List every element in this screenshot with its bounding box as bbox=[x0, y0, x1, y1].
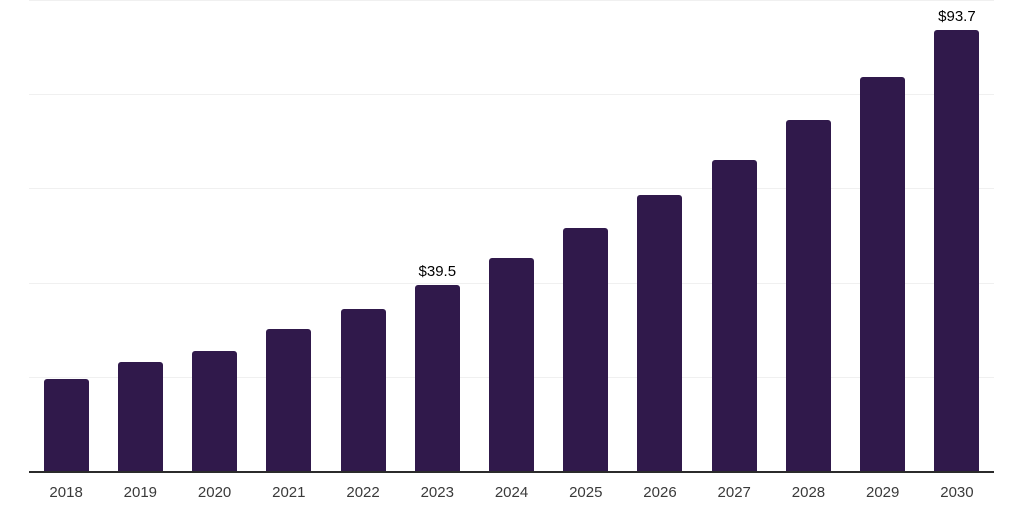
bar bbox=[860, 76, 906, 471]
bar bbox=[934, 29, 980, 471]
bar bbox=[192, 350, 238, 471]
plot-area: $39.5 $93.7 bbox=[29, 0, 994, 471]
x-tick-label: 2029 bbox=[866, 484, 900, 501]
bar-column bbox=[177, 0, 251, 471]
bar-group: $39.5 $93.7 bbox=[29, 0, 994, 471]
x-tick-label: 2024 bbox=[494, 484, 529, 501]
bar-column bbox=[252, 0, 326, 471]
bar bbox=[414, 284, 460, 471]
bar-column: $39.5 bbox=[400, 0, 474, 471]
x-tick-label: 2030 bbox=[940, 484, 974, 501]
x-tick-label: 2021 bbox=[272, 484, 306, 501]
x-tick-label: 2026 bbox=[643, 484, 677, 501]
bar-column: $93.7 bbox=[920, 0, 994, 471]
x-tick-label: 2018 bbox=[49, 484, 83, 501]
x-tick-label: 2020 bbox=[197, 484, 232, 501]
bar-value-label: $93.7 bbox=[938, 7, 976, 25]
bar bbox=[43, 379, 89, 471]
bar bbox=[785, 120, 831, 471]
bar bbox=[489, 258, 535, 471]
bar bbox=[340, 308, 386, 471]
x-axis-tick-labels: 2018 2019 2020 2021 2022 2023 2024 2025 2026 2027… bbox=[29, 484, 994, 501]
x-tick-label: 2019 bbox=[123, 484, 158, 501]
bar-column bbox=[697, 0, 771, 471]
bar-column bbox=[474, 0, 548, 471]
bar-column bbox=[623, 0, 697, 471]
x-tick-label: 2025 bbox=[569, 484, 603, 501]
gridline bbox=[29, 94, 994, 96]
bar bbox=[711, 159, 757, 471]
x-tick-label: 2028 bbox=[791, 484, 826, 501]
bar-column bbox=[549, 0, 623, 471]
bar bbox=[637, 195, 683, 471]
bar-value-label: $39.5 bbox=[418, 262, 457, 280]
bar-column bbox=[326, 0, 400, 471]
bar bbox=[266, 328, 312, 471]
bar bbox=[117, 361, 163, 471]
bar-column bbox=[771, 0, 845, 471]
x-axis-line bbox=[29, 471, 994, 473]
x-tick-label: 2023 bbox=[420, 484, 454, 501]
x-tick-label: 2022 bbox=[346, 484, 380, 501]
gridline bbox=[29, 0, 994, 1]
x-tick-label: 2027 bbox=[717, 484, 751, 501]
bar-column bbox=[103, 0, 177, 471]
bar bbox=[563, 227, 609, 471]
bar-column bbox=[846, 0, 920, 471]
bar-column bbox=[29, 0, 103, 471]
gridline bbox=[29, 188, 994, 190]
